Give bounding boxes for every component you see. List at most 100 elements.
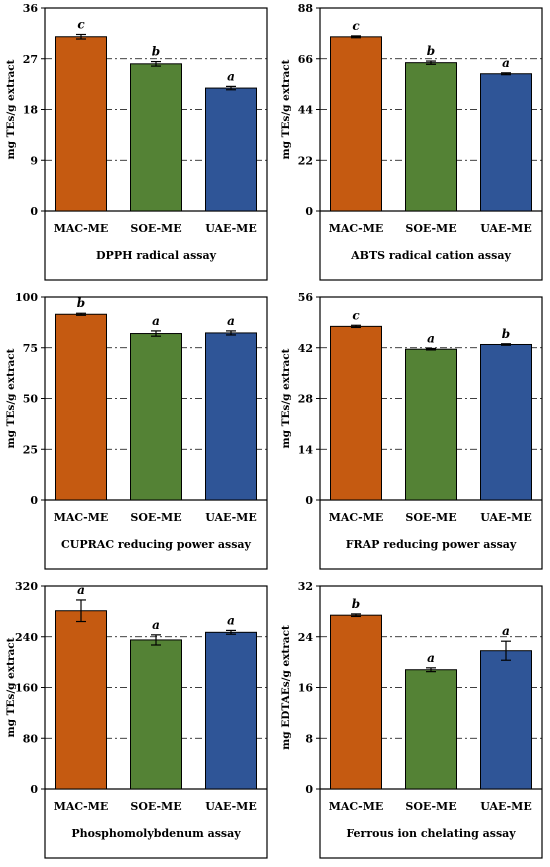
error-bar	[351, 324, 361, 329]
significance-letter: a	[77, 583, 85, 597]
bar-soe-me	[130, 333, 182, 501]
bar-soe-me	[405, 62, 457, 212]
y-tick-label: 80	[23, 732, 39, 745]
bar-mac-me	[330, 325, 382, 501]
category-label: MAC-ME	[54, 222, 109, 235]
category-label: SOE-ME	[405, 800, 456, 813]
error-bar	[501, 343, 511, 346]
category-label: UAE-ME	[205, 800, 257, 813]
bar-soe-me	[405, 348, 457, 501]
y-tick-label: 56	[298, 291, 314, 304]
y-axis-label: mg TEs/g extract	[280, 348, 292, 448]
category-label: SOE-ME	[130, 511, 181, 524]
error-bar	[226, 330, 236, 336]
bar-mac-me	[55, 36, 107, 212]
chart-title: FRAP reducing power assay	[346, 538, 517, 551]
error-bar	[501, 72, 511, 76]
chart-panel-4: 0 14 28 42 56 mg TEs/g extract c MAC-ME a SOE-ME b…	[280, 291, 543, 570]
y-tick-label: 42	[298, 342, 313, 355]
significance-letter: b	[152, 45, 160, 59]
bar-uae-me	[205, 87, 257, 212]
significance-letter: b	[77, 296, 85, 310]
error-bar	[426, 347, 436, 351]
category-label: SOE-ME	[130, 222, 181, 235]
y-axis-label: mg EDTAEs/g extract	[280, 625, 292, 750]
significance-letter: a	[227, 613, 235, 627]
category-label: MAC-ME	[329, 800, 384, 813]
category-label: SOE-ME	[405, 511, 456, 524]
significance-letter: a	[502, 56, 510, 70]
chart-frame	[319, 296, 543, 570]
y-tick-label: 100	[15, 291, 38, 304]
category-label: MAC-ME	[329, 511, 384, 524]
chart-frame	[44, 585, 268, 859]
category-label: UAE-ME	[480, 800, 532, 813]
y-tick-label: 0	[30, 205, 38, 218]
category-label: UAE-ME	[480, 511, 532, 524]
y-tick-label: 0	[305, 205, 313, 218]
category-label: SOE-ME	[405, 222, 456, 235]
bar-uae-me	[205, 332, 257, 501]
significance-letter: a	[152, 618, 160, 632]
y-tick-label: 27	[23, 53, 38, 66]
error-bar	[351, 35, 361, 39]
significance-letter: c	[352, 19, 360, 33]
y-tick-label: 320	[15, 580, 38, 593]
y-tick-label: 0	[30, 494, 38, 507]
bar-mac-me	[330, 614, 382, 790]
y-tick-label: 160	[15, 682, 38, 695]
error-bar	[76, 599, 86, 623]
significance-letter: c	[77, 18, 85, 32]
category-label: MAC-ME	[54, 511, 109, 524]
category-label: UAE-ME	[480, 222, 532, 235]
y-tick-label: 66	[298, 53, 314, 66]
y-axis-label: mg TEs/g extract	[5, 637, 17, 737]
category-label: UAE-ME	[205, 222, 257, 235]
significance-letter: a	[427, 651, 435, 665]
error-bar	[501, 640, 511, 661]
y-tick-label: 25	[23, 443, 38, 456]
bar-soe-me	[130, 63, 182, 212]
y-tick-label: 44	[298, 104, 314, 117]
chart-panel-6: 0 8 16 24 32 mg EDTAEs/g extract b MAC-ME a SOE-M…	[280, 580, 543, 859]
error-bar	[76, 312, 86, 316]
error-bar	[226, 85, 236, 91]
bar-uae-me	[480, 650, 532, 790]
category-label: UAE-ME	[205, 511, 257, 524]
significance-letter: a	[227, 69, 235, 83]
chart-title: ABTS radical cation assay	[350, 249, 511, 262]
category-label: MAC-ME	[329, 222, 384, 235]
y-tick-label: 240	[15, 631, 38, 644]
significance-letter: a	[227, 314, 235, 328]
y-axis-label: mg TEs/g extract	[5, 348, 17, 448]
chart-frame	[319, 585, 543, 859]
y-tick-label: 16	[298, 682, 314, 695]
y-tick-label: 75	[23, 342, 38, 355]
y-tick-label: 88	[298, 2, 314, 15]
significance-letter: c	[352, 308, 360, 322]
y-tick-label: 28	[298, 393, 314, 406]
bar-soe-me	[130, 639, 182, 790]
bar-uae-me	[480, 73, 532, 212]
bar-mac-me	[55, 313, 107, 501]
y-tick-label: 8	[305, 732, 313, 745]
significance-letter: a	[427, 331, 435, 345]
chart-panel-5: 0 80 160 240 320 mg TEs/g extract a MAC-ME a SOE-…	[5, 580, 268, 859]
y-axis-label: mg TEs/g extract	[5, 59, 17, 159]
bar-mac-me	[55, 610, 107, 790]
chart-frame	[44, 7, 268, 281]
significance-letter: a	[502, 624, 510, 638]
error-bar	[151, 634, 161, 646]
bar-uae-me	[480, 343, 532, 501]
y-tick-label: 50	[23, 393, 39, 406]
error-bar	[426, 667, 436, 673]
y-tick-label: 22	[298, 154, 313, 167]
chart-title: CUPRAC reducing power assay	[61, 538, 252, 551]
chart-title: Phosphomolybdenum assay	[71, 827, 241, 840]
error-bar	[151, 330, 161, 337]
chart-panel-3: 0 25 50 75 100 mg TEs/g extract b MAC-ME a SOE-ME…	[5, 291, 268, 570]
error-bar	[426, 60, 436, 65]
category-label: MAC-ME	[54, 800, 109, 813]
y-tick-label: 9	[30, 154, 38, 167]
significance-letter: b	[427, 44, 435, 58]
